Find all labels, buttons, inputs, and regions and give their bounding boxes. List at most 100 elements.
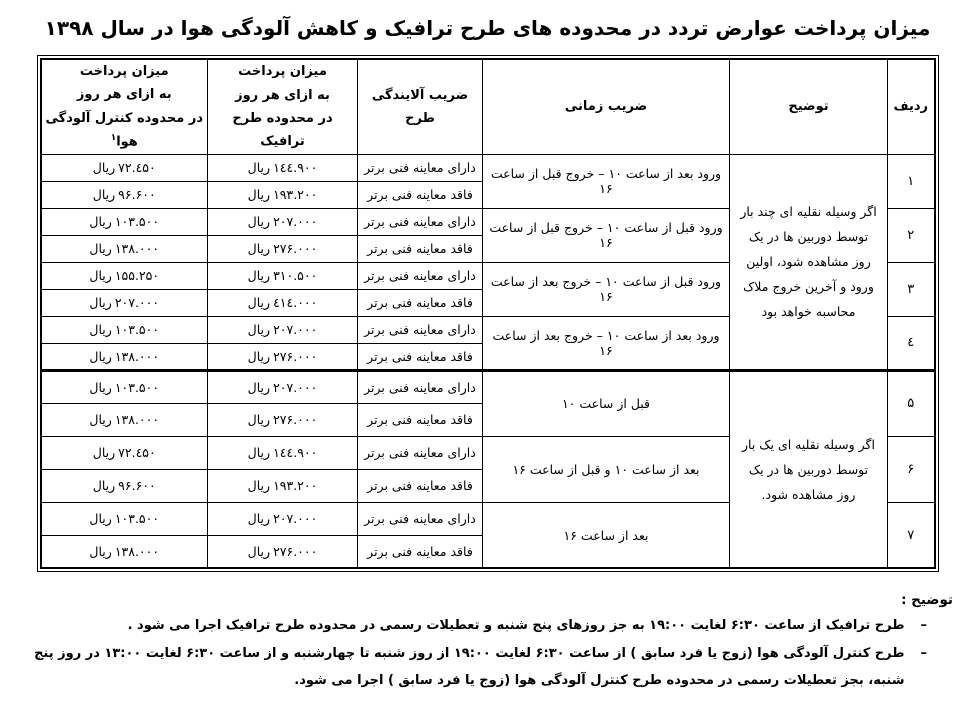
traffic-payment-cell: ۱٤٤.۹۰۰ریال: [207, 153, 358, 182]
traffic-payment-cell: ٤۱٤.۰۰۰ریال: [207, 288, 358, 317]
amount-value: ۲۰۷.۰۰۰: [273, 214, 318, 230]
row-number-cell: ۲: [887, 207, 935, 263]
amount-value: ۲۷۶.۰۰۰: [273, 241, 318, 257]
rial-unit-label: ریال: [92, 478, 116, 494]
rial-unit-label: ریال: [247, 214, 271, 230]
header-row-number: ردیف: [887, 58, 935, 155]
amount-value: ۱۹۳.۲۰۰: [273, 478, 318, 494]
rial-unit-label: ریال: [247, 322, 271, 338]
header-traffic-payment: میزان پرداخت به ازای هر روز در محدوده طر…: [207, 58, 358, 155]
header-pollution-coefficient: ضریب آلایندگی طرح: [357, 58, 483, 155]
rial-unit-label: ریال: [247, 511, 271, 527]
time-coefficient-cell: ورود بعد از ساعت ۱۰ – خروج قبل از ساعت ۱…: [482, 153, 730, 209]
rial-unit-label: ریال: [247, 379, 271, 395]
amount-value: ۷۲.٤۵۰: [118, 160, 156, 176]
footnote-text: طرح ترافیک از ساعت ۶:٣٠ لغایت ۱۹:۰۰ به ج…: [127, 618, 905, 634]
traffic-payment-cell: ۲۷۶.۰۰۰ریال: [207, 342, 358, 371]
footnote-item: – طرح کنترل آلودگی هوا (زوج یا فرد سابق …: [18, 640, 953, 695]
footnote-item: – طرح ترافیک از ساعت ۶:٣٠ لغایت ۱۹:۰۰ به…: [18, 612, 953, 639]
amount-value: ۱۰۳.۵۰۰: [114, 379, 160, 395]
amount-value: ۲۰۷.۰۰۰: [273, 379, 318, 395]
rial-unit-label: ریال: [89, 412, 112, 428]
amount-value: ۲۷۶.۰۰۰: [273, 348, 318, 364]
row-number-cell: ۳: [887, 261, 935, 317]
amount-value: ۲۰۷.۰۰۰: [273, 511, 318, 527]
traffic-payment-cell: ۲۰۷.۰۰۰ریال: [207, 368, 358, 404]
air-payment-cell: ۷۲.٤۵۰ریال: [40, 153, 208, 182]
amount-value: ۱۳۸.۰۰۰: [114, 544, 160, 560]
rial-unit-label: ریال: [247, 295, 271, 311]
amount-value: ۱۵۵.۲۵۰: [114, 268, 160, 284]
rial-unit-label: ریال: [247, 544, 271, 560]
tariff-table-border: ردیف توضیح ضریب زمانی ضریب آلایندگی طرح …: [36, 55, 939, 573]
air-payment-cell: ۱۰۳.۵۰۰ریال: [40, 368, 208, 404]
rial-unit-label: ریال: [89, 379, 112, 395]
amount-value: ۲۷۶.۰۰۰: [273, 412, 318, 428]
inspection-status-cell: فاقد معاینه فنی برتر: [357, 180, 483, 209]
row-number-cell: ۵: [887, 368, 935, 437]
inspection-status-cell: فاقد معاینه فنی برتر: [357, 534, 483, 569]
header-note: توضیح: [729, 58, 888, 155]
table-row: ۲ ورود قبل از ساعت ۱۰ – خروج قبل از ساعت…: [40, 207, 935, 263]
amount-value: ۱٤٤.۹۰۰: [273, 445, 318, 461]
amount-value: ۹۶.۶۰۰: [118, 187, 156, 203]
inspection-status-cell: فاقد معاینه فنی برتر: [357, 234, 483, 263]
rial-unit-label: ریال: [247, 187, 271, 203]
air-payment-cell: ۱۰۳.۵۰۰ریال: [40, 207, 208, 236]
header-row: ردیف توضیح ضریب زمانی ضریب آلایندگی طرح …: [40, 58, 935, 155]
air-payment-cell: ۱۵۵.۲۵۰ریال: [40, 261, 208, 290]
amount-value: ۱٤٤.۹۰۰: [273, 160, 318, 176]
rial-unit-label: ریال: [89, 348, 112, 364]
rial-unit-label: ریال: [247, 445, 271, 461]
time-coefficient-cell: ورود بعد از ساعت ۱۰ – خروج بعد از ساعت ۱…: [482, 315, 730, 371]
air-payment-cell: ۲۰۷.۰۰۰ریال: [40, 288, 208, 317]
table-row: فاقد معاینه فنی برتر ۱۹۳.۲۰۰ریال ۹۶.۶۰۰ر…: [40, 468, 935, 503]
inspection-status-cell: فاقد معاینه فنی برتر: [357, 342, 483, 371]
amount-value: ۹۶.۶۰۰: [118, 478, 156, 494]
rial-unit-label: ریال: [247, 412, 271, 428]
air-payment-cell: ۹۶.۶۰۰ریال: [40, 468, 208, 503]
rial-unit-label: ریال: [92, 160, 116, 176]
amount-value: ۱۳۸.۰۰۰: [114, 241, 160, 257]
table-row: فاقد معاینه فنی برتر ۲۷۶.۰۰۰ریال ۱۳۸.۰۰۰…: [40, 342, 935, 371]
header-air-payment: میزان پرداخت به ازای هر روز در محدوده کن…: [40, 58, 208, 155]
table-row: ۳ ورود قبل از ساعت ۱۰ – خروج بعد از ساعت…: [40, 261, 935, 317]
inspection-status-cell: دارای معاینه فنی برتر: [357, 207, 483, 236]
traffic-payment-cell: ۲۰۷.۰۰۰ریال: [207, 315, 358, 344]
page-title: میزان پرداخت عوارض تردد در محدوده های طر…: [44, 16, 931, 40]
inspection-status-cell: فاقد معاینه فنی برتر: [357, 288, 483, 317]
amount-value: ۱۰۳.۵۰۰: [114, 214, 160, 230]
traffic-payment-cell: ۳۱۰.۵۰۰ریال: [207, 261, 358, 290]
traffic-payment-cell: ۱٤٤.۹۰۰ریال: [207, 435, 358, 470]
dash-bullet: –: [920, 618, 928, 634]
inspection-status-cell: فاقد معاینه فنی برتر: [357, 468, 483, 503]
inspection-status-cell: دارای معاینه فنی برتر: [357, 501, 483, 536]
rial-unit-label: ریال: [89, 511, 112, 527]
rial-unit-label: ریال: [247, 478, 271, 494]
air-payment-cell: ۱۰۳.۵۰۰ریال: [40, 315, 208, 344]
traffic-payment-cell: ۲۷۶.۰۰۰ریال: [207, 402, 358, 437]
header-time-coefficient: ضریب زمانی: [482, 58, 730, 155]
inspection-status-cell: فاقد معاینه فنی برتر: [357, 402, 483, 437]
amount-value: ۷۲.٤۵۰: [118, 445, 156, 461]
traffic-payment-cell: ۲۰۷.۰۰۰ریال: [207, 501, 358, 536]
dash-bullet: –: [920, 645, 928, 661]
inspection-status-cell: دارای معاینه فنی برتر: [357, 368, 483, 404]
amount-value: ۳۱۰.۵۰۰: [273, 268, 318, 284]
footnotes-section: توضیح : – طرح ترافیک از ساعت ۶:٣٠ لغایت …: [18, 592, 953, 694]
traffic-payment-cell: ۱۹۳.۲۰۰ریال: [207, 468, 358, 503]
footnotes-title: توضیح :: [901, 592, 953, 609]
note-cell: اگر وسیله نقلیه ای چند بار توسط دوربین ه…: [729, 153, 888, 371]
amount-value: ۱۳۸.۰۰۰: [114, 412, 160, 428]
table-row: فاقد معاینه فنی برتر ۲۷۶.۰۰۰ریال ۱۳۸.۰۰۰…: [40, 234, 935, 263]
air-payment-cell: ۱۳۸.۰۰۰ریال: [40, 534, 208, 569]
traffic-payment-cell: ۲۰۷.۰۰۰ریال: [207, 207, 358, 236]
amount-value: ٤۱٤.۰۰۰: [273, 295, 318, 311]
air-payment-cell: ۹۶.۶۰۰ریال: [40, 180, 208, 209]
amount-value: ۱۹۳.۲۰۰: [273, 187, 318, 203]
rial-unit-label: ریال: [247, 268, 271, 284]
table-row: ۷ بعد از ساعت ۱۶ دارای معاینه فنی برتر ۲…: [40, 501, 935, 569]
table-row: ٤ ورود بعد از ساعت ۱۰ – خروج بعد از ساعت…: [40, 315, 935, 371]
time-coefficient-cell: ورود قبل از ساعت ۱۰ – خروج بعد از ساعت ۱…: [482, 261, 730, 317]
